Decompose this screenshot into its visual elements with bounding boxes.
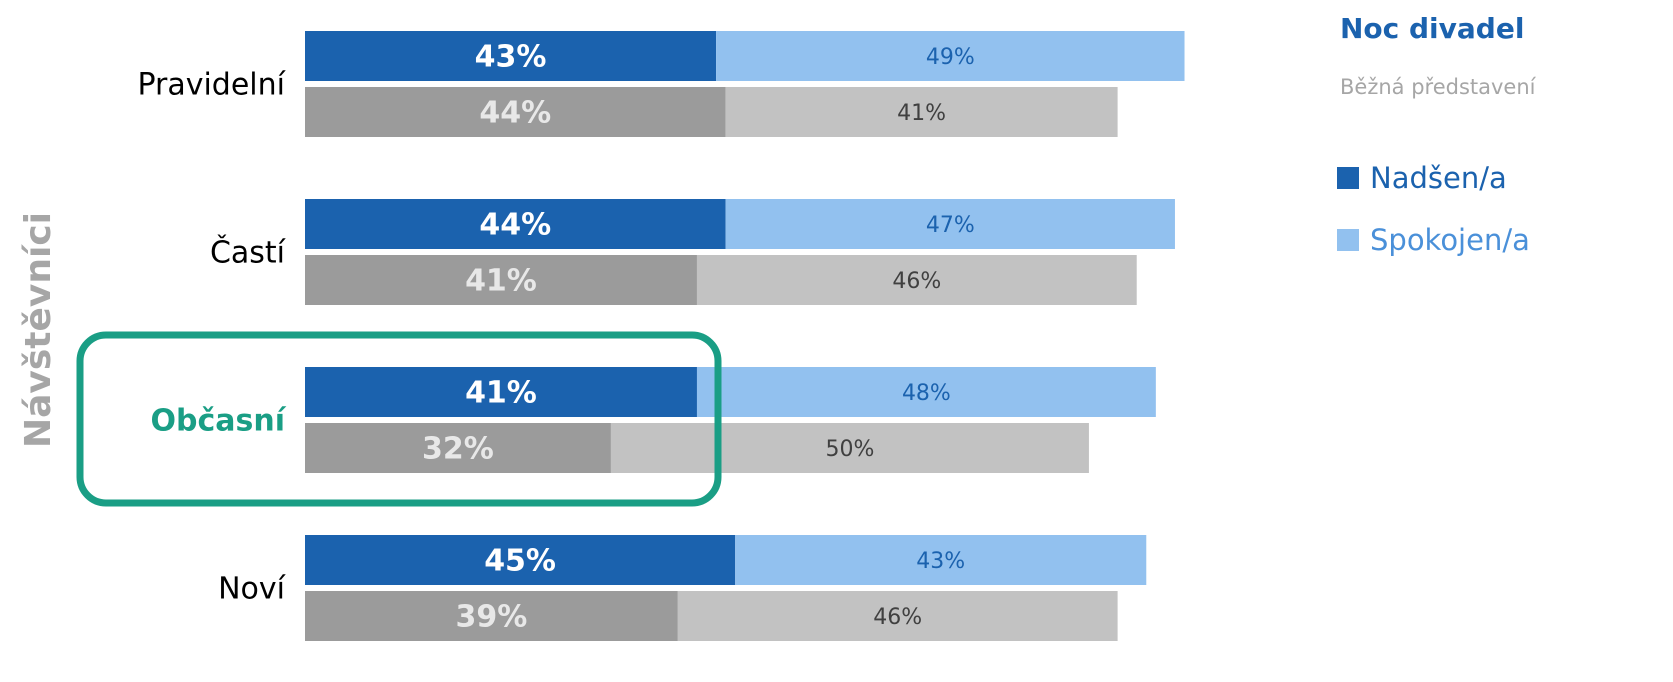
bar-segment	[305, 255, 697, 305]
value-label: 39%	[456, 600, 528, 635]
value-label: 43%	[475, 40, 547, 75]
value-label: 47%	[926, 213, 975, 238]
value-label: 49%	[926, 45, 975, 70]
bar-segment	[305, 199, 726, 249]
bar-segment	[305, 535, 736, 585]
category-label: Noví	[218, 572, 287, 607]
legend-label: Spokojen/a	[1370, 223, 1530, 257]
value-label: 45%	[484, 544, 556, 579]
bar-segment	[305, 423, 611, 473]
y-axis-label: Návštěvníci	[18, 212, 59, 448]
bar-segment	[305, 591, 678, 641]
bar-segment	[716, 31, 1185, 81]
group-subtitle: Běžná představení	[1340, 75, 1537, 99]
bar-segment	[305, 31, 717, 81]
legend-label: Nadšen/a	[1370, 161, 1507, 195]
bar-segment	[735, 535, 1147, 585]
value-label: 44%	[479, 96, 551, 131]
value-label: 44%	[479, 208, 551, 243]
value-label: 46%	[892, 269, 941, 294]
bar-segment	[610, 423, 1089, 473]
category-label: Občasní	[150, 404, 286, 439]
bar-segment	[305, 367, 697, 417]
bar-segment	[305, 87, 726, 137]
bar-segment	[725, 199, 1175, 249]
value-label: 32%	[422, 432, 494, 467]
bar-segment	[696, 255, 1137, 305]
value-label: 43%	[916, 549, 965, 574]
value-label: 41%	[897, 101, 946, 126]
value-label: 48%	[902, 381, 951, 406]
value-label: 41%	[465, 264, 537, 299]
category-label: Pravidelní	[137, 68, 286, 103]
bar-segment	[677, 591, 1118, 641]
group-title: Noc divadel	[1340, 12, 1524, 45]
legend-swatch	[1337, 229, 1359, 251]
bar-segment	[696, 367, 1156, 417]
highlight-box	[76, 331, 722, 507]
value-label: 46%	[873, 605, 922, 630]
value-label: 50%	[825, 437, 874, 462]
bar-segment	[725, 87, 1118, 137]
value-label: 41%	[465, 376, 537, 411]
legend-swatch	[1337, 167, 1359, 189]
category-label: Častí	[210, 234, 287, 271]
